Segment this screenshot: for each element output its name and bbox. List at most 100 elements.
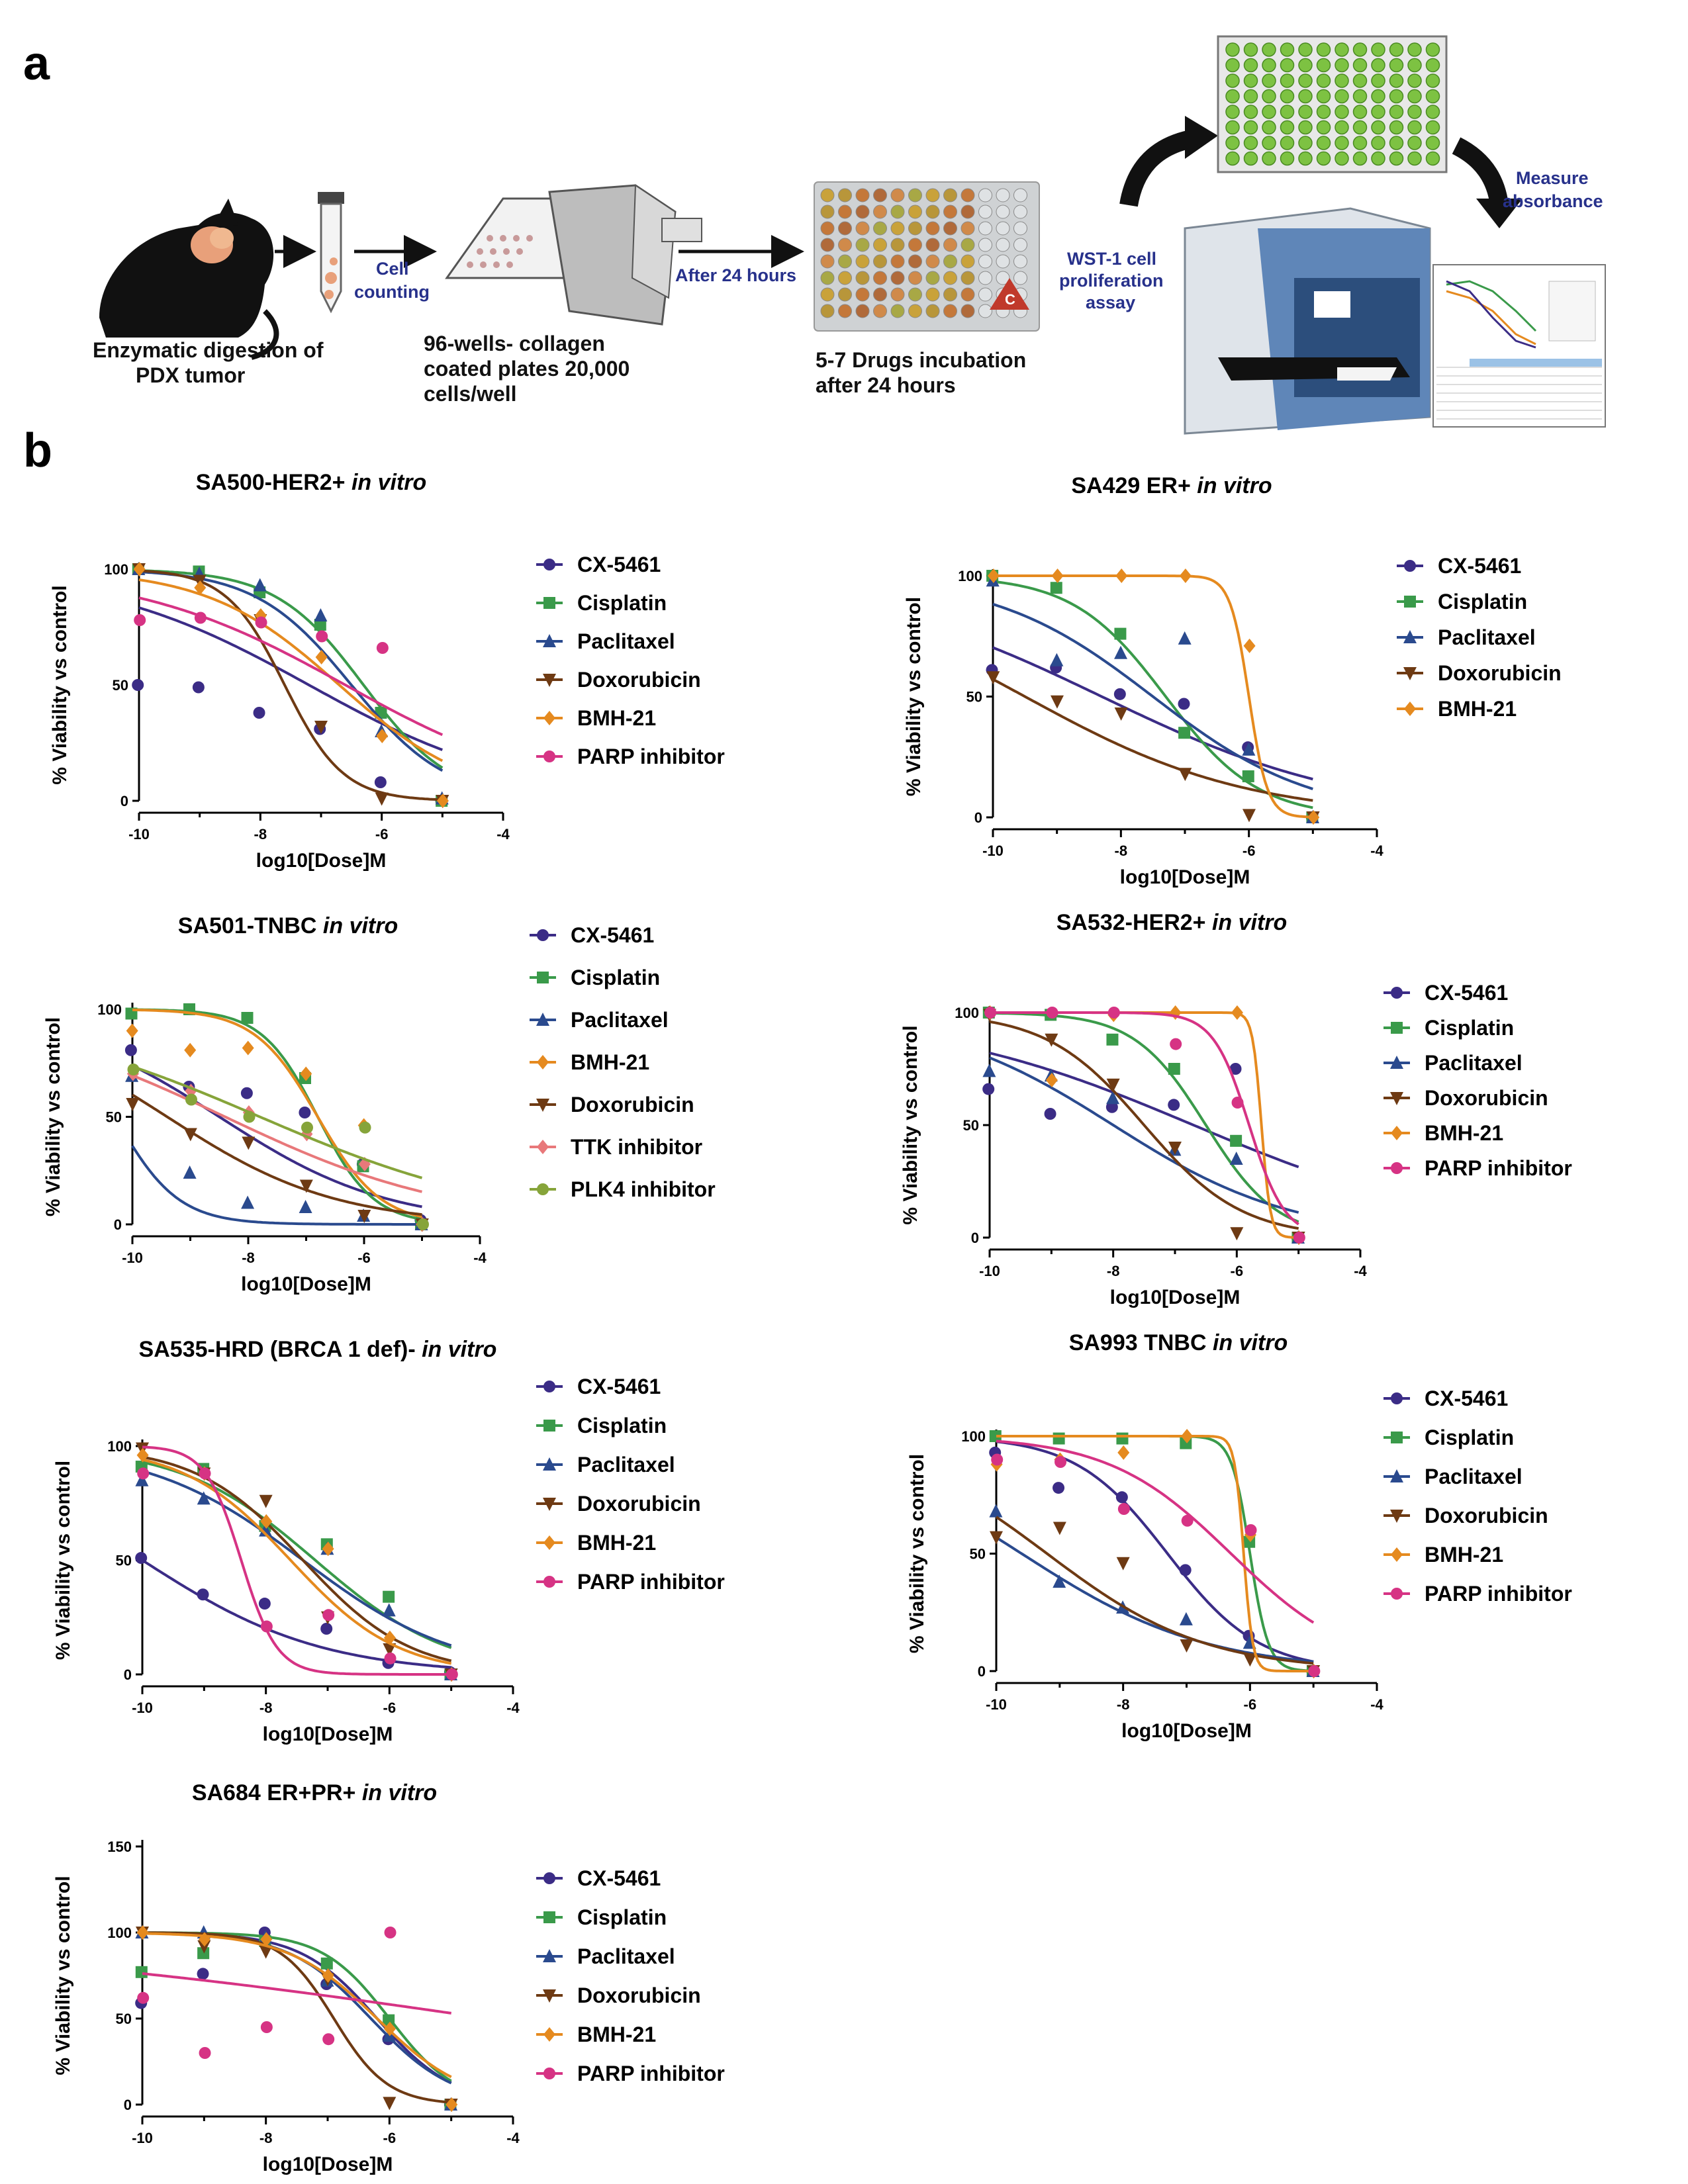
series-cx-5461: [982, 1052, 1303, 1244]
legend-item: Cisplatin: [536, 1905, 667, 1929]
data-point: [197, 1588, 209, 1601]
legend-item: Paclitaxel: [1397, 625, 1536, 649]
data-point: [374, 776, 387, 788]
chart-title: SA501-TNBC in vitro: [178, 913, 399, 938]
data-point: [1106, 1078, 1120, 1092]
data-point: [253, 578, 267, 592]
legend-item: CX-5461: [530, 923, 654, 947]
chart-title-main: SA532-HER2+: [1056, 910, 1212, 935]
legend-item: PARP inhibitor: [536, 2062, 725, 2085]
data-point: [986, 671, 1000, 685]
legend-marker: [543, 1381, 555, 1392]
data-point: [1242, 742, 1256, 756]
chart-title-italic: in vitro: [352, 470, 426, 495]
plate-pipette-icon: [445, 184, 702, 326]
data-point: [322, 1541, 334, 1557]
y-tick-label: 0: [124, 2097, 132, 2113]
series-doxorubicin: [990, 1516, 1321, 1678]
legend-item: PARP inhibitor: [536, 745, 725, 768]
legend-marker: [537, 1183, 549, 1195]
chart-title: SA429 ER+ in vitro: [1071, 473, 1272, 498]
chart-title: SA535-HRD (BRCA 1 def)- in vitro: [139, 1337, 497, 1362]
data-point: [132, 679, 144, 691]
data-point: [259, 1523, 273, 1537]
panel-b-label: b: [23, 424, 52, 477]
fit-curve: [132, 1008, 422, 1218]
legend-label: BMH-21: [577, 2023, 656, 2046]
legend-marker: [536, 1099, 549, 1112]
x-tick-label: -4: [496, 826, 510, 842]
y-axis-title: % Viability vs control: [900, 1025, 921, 1224]
y-tick-label: 100: [97, 1001, 122, 1018]
x-tick-label: -6: [357, 1250, 371, 1266]
series-cisplatin: [989, 1430, 1319, 1677]
series-bmh-21: [990, 1429, 1320, 1678]
legend-marker: [543, 1989, 556, 2003]
legend-marker: [543, 1949, 556, 1962]
data-point: [1053, 1522, 1066, 1535]
legend-label: Doxorubicin: [577, 668, 701, 692]
legend-label: CX-5461: [571, 923, 654, 947]
data-point: [258, 1598, 271, 1610]
legend-marker: [537, 929, 549, 941]
fit-curve: [142, 1932, 452, 2079]
data-point: [137, 1991, 150, 2004]
chart-title: SA500-HER2+ in vitro: [196, 470, 427, 495]
legend-label: PARP inhibitor: [577, 745, 725, 768]
y-tick-label: 0: [114, 1216, 122, 1233]
legend-marker: [543, 2068, 555, 2079]
legend-label: CX-5461: [1425, 1387, 1508, 1410]
legend-item: Cisplatin: [530, 966, 660, 989]
data-point: [1050, 653, 1064, 666]
data-point: [1115, 569, 1128, 583]
legend-item: Doxorubicin: [1383, 1086, 1548, 1110]
legend-label: Doxorubicin: [571, 1093, 694, 1116]
legend-marker: [543, 674, 556, 687]
data-point: [314, 721, 328, 734]
chart-title-main: SA500-HER2+: [196, 470, 352, 495]
legend-label: Cisplatin: [577, 591, 667, 615]
data-point: [445, 1668, 458, 1680]
legend-label: BMH-21: [577, 706, 656, 730]
data-point: [199, 2047, 211, 2059]
fit-curve: [142, 1972, 451, 2015]
legend-label: BMH-21: [1425, 1543, 1503, 1567]
legend-item: Paclitaxel: [536, 629, 675, 653]
data-point: [126, 1023, 138, 1038]
data-point: [137, 1467, 150, 1480]
legend-marker: [543, 1457, 556, 1471]
step2-label: 96-wells- collagen coated plates 20,000 …: [424, 332, 635, 406]
legend-item: BMH-21: [536, 1531, 656, 1555]
x-axis-title: log10[Dose]M: [1121, 1720, 1252, 1742]
legend-item: Paclitaxel: [536, 1944, 675, 1968]
data-point: [1045, 1033, 1058, 1047]
y-axis-title: % Viability vs control: [903, 597, 925, 796]
data-point: [136, 1925, 149, 1940]
fit-curve: [992, 678, 1313, 802]
legend-label: CX-5461: [1438, 554, 1521, 578]
data-point: [1308, 1665, 1321, 1677]
legend-item: PARP inhibitor: [536, 1570, 725, 1594]
legend-marker: [543, 2027, 555, 2042]
data-point: [1179, 1564, 1192, 1576]
x-tick-label: -6: [1243, 842, 1256, 859]
data-point: [383, 1590, 395, 1603]
legend-item: BMH-21: [1397, 697, 1517, 721]
legend-marker: [536, 1013, 549, 1026]
data-point: [1114, 707, 1128, 721]
data-point: [989, 1504, 1003, 1518]
data-point: [240, 1087, 253, 1099]
data-point: [322, 2033, 335, 2046]
x-axis-title: log10[Dose]M: [1120, 866, 1250, 888]
legend-label: PLK4 inhibitor: [571, 1177, 716, 1201]
x-tick-label: -6: [1231, 1263, 1244, 1279]
x-tick-label: -10: [982, 842, 1004, 859]
data-point: [383, 2097, 397, 2111]
legend-label: PARP inhibitor: [1425, 1156, 1572, 1180]
y-tick-label: 0: [978, 1663, 986, 1680]
legend-label: Paclitaxel: [1425, 1465, 1523, 1488]
data-point: [990, 1531, 1003, 1545]
y-axis-title: % Viability vs control: [906, 1454, 928, 1653]
chart-1: SA500-HER2+ in vitro 0 50 100 -10 -8 -6 -4 log10…: [49, 470, 725, 872]
series-parp-inhibitor: [991, 1439, 1321, 1677]
